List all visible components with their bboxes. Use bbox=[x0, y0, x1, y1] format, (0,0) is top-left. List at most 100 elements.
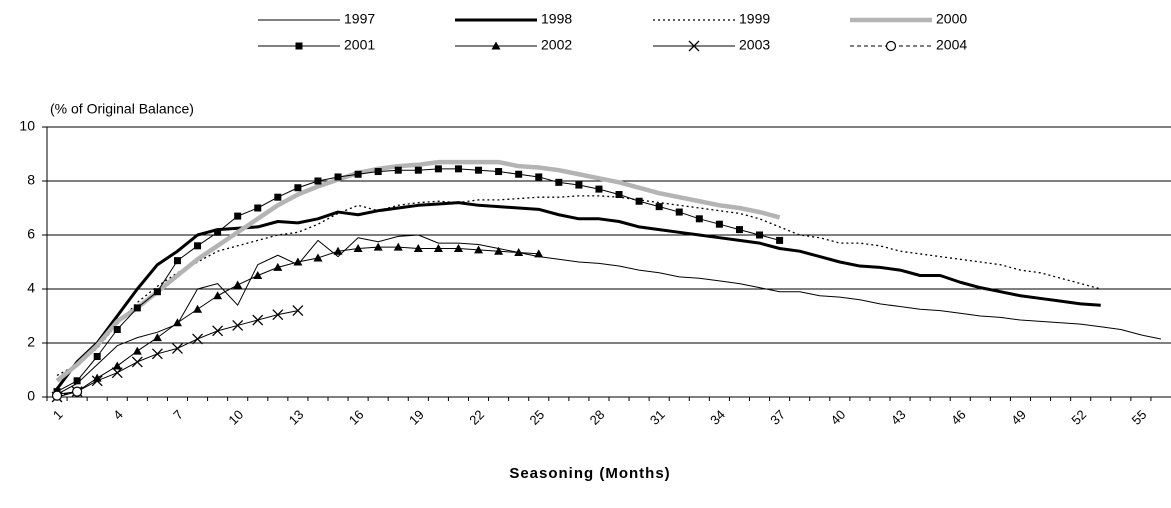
marker bbox=[254, 204, 262, 212]
marker bbox=[132, 346, 142, 355]
marker bbox=[73, 377, 81, 385]
marker bbox=[491, 41, 501, 50]
marker bbox=[111, 367, 123, 379]
marker bbox=[192, 333, 203, 345]
marker bbox=[474, 245, 484, 254]
x-tick-label: 49 bbox=[1008, 407, 1029, 428]
marker bbox=[293, 257, 303, 266]
series bbox=[56, 234, 1162, 395]
x-tick-label: 19 bbox=[406, 407, 427, 428]
legend-item: 2001 bbox=[258, 37, 375, 53]
legend-item: 1998 bbox=[455, 11, 572, 27]
marker bbox=[193, 304, 203, 313]
series bbox=[55, 201, 1101, 390]
marker bbox=[333, 246, 343, 255]
y-tick-label: 4 bbox=[27, 280, 35, 296]
marker bbox=[113, 326, 121, 333]
x-tick-label: 34 bbox=[707, 407, 728, 428]
x-tick-label: 25 bbox=[526, 407, 547, 428]
series bbox=[52, 242, 544, 398]
marker bbox=[292, 305, 304, 317]
legend-label: 2002 bbox=[541, 37, 572, 53]
marker bbox=[274, 193, 282, 201]
marker bbox=[393, 242, 403, 251]
marker bbox=[615, 191, 623, 198]
marker bbox=[212, 325, 224, 337]
marker bbox=[495, 168, 503, 176]
legend-label: 1999 bbox=[739, 11, 770, 27]
marker bbox=[272, 309, 284, 321]
series-line bbox=[56, 195, 1101, 376]
series-line bbox=[56, 246, 539, 395]
marker bbox=[232, 319, 244, 331]
marker bbox=[414, 166, 422, 174]
y-tick-label: 10 bbox=[19, 118, 35, 134]
marker bbox=[373, 242, 383, 251]
x-tick-label: 1 bbox=[50, 407, 66, 423]
marker bbox=[93, 353, 101, 360]
marker bbox=[172, 342, 183, 354]
x-tick-label: 52 bbox=[1068, 407, 1089, 428]
marker bbox=[172, 318, 182, 327]
y-tick-label: 6 bbox=[27, 226, 35, 242]
series-line bbox=[55, 201, 1101, 390]
marker bbox=[413, 244, 423, 252]
marker bbox=[151, 348, 163, 360]
series bbox=[55, 159, 781, 383]
marker bbox=[354, 170, 362, 178]
marker bbox=[433, 244, 443, 252]
marker bbox=[535, 173, 543, 181]
marker bbox=[213, 291, 223, 300]
marker bbox=[655, 203, 663, 211]
marker bbox=[434, 165, 442, 173]
y-tick-label: 2 bbox=[27, 334, 35, 350]
x-tick-label: 16 bbox=[346, 407, 367, 428]
marker bbox=[575, 181, 583, 189]
marker bbox=[253, 271, 263, 279]
marker bbox=[595, 185, 603, 193]
marker bbox=[72, 386, 83, 397]
marker bbox=[252, 314, 264, 326]
legend-item: 1999 bbox=[653, 11, 770, 27]
marker bbox=[515, 170, 523, 178]
marker bbox=[695, 215, 703, 223]
marker bbox=[112, 361, 122, 370]
x-tick-label: 55 bbox=[1129, 407, 1150, 428]
y-tick-label: 0 bbox=[27, 388, 35, 404]
marker bbox=[635, 197, 643, 205]
marker bbox=[314, 177, 322, 185]
legend-item: 2003 bbox=[653, 37, 770, 53]
marker bbox=[735, 226, 743, 234]
marker bbox=[91, 375, 103, 387]
legend-label: 2001 bbox=[344, 37, 375, 53]
x-tick-label: 43 bbox=[888, 407, 909, 428]
marker bbox=[394, 166, 402, 174]
marker bbox=[776, 236, 784, 244]
marker bbox=[688, 40, 700, 52]
x-tick-label: 46 bbox=[948, 407, 969, 428]
marker bbox=[374, 168, 382, 176]
marker bbox=[675, 208, 683, 216]
marker bbox=[353, 244, 363, 252]
marker bbox=[555, 178, 563, 186]
marker bbox=[194, 242, 202, 250]
x-tick-label: 4 bbox=[110, 407, 126, 423]
marker bbox=[454, 165, 462, 173]
marker bbox=[133, 304, 141, 312]
y-axis-label: (% of Original Balance) bbox=[50, 101, 194, 117]
marker bbox=[153, 288, 161, 296]
marker bbox=[152, 333, 162, 342]
marker bbox=[885, 40, 897, 52]
legend-label: 1997 bbox=[344, 11, 375, 27]
legend-item: 1997 bbox=[258, 11, 375, 27]
marker bbox=[173, 257, 181, 265]
marker bbox=[295, 42, 303, 50]
x-tick-label: 37 bbox=[767, 407, 788, 428]
x-tick-label: 40 bbox=[828, 407, 849, 428]
marker bbox=[131, 356, 143, 368]
marker bbox=[514, 248, 524, 257]
legend-label: 2003 bbox=[739, 37, 770, 53]
series bbox=[51, 305, 304, 403]
series bbox=[56, 195, 1101, 376]
